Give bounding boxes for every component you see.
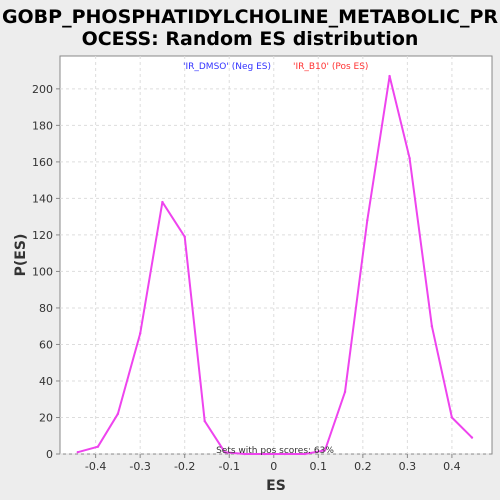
data-point — [161, 201, 163, 203]
x-tick-label: -0.1 — [219, 460, 240, 473]
x-tick-label: 0.1 — [310, 460, 328, 473]
y-tick-label: 0 — [46, 448, 53, 461]
data-point — [366, 219, 368, 221]
data-point — [471, 436, 473, 438]
x-tick-label: 0 — [270, 460, 277, 473]
y-tick-label: 80 — [39, 302, 53, 315]
data-point — [408, 157, 410, 159]
plot-area — [60, 56, 492, 454]
data-point — [97, 445, 99, 447]
x-tick-label: -0.4 — [85, 460, 106, 473]
y-tick-label: 60 — [39, 338, 53, 351]
y-tick-label: 40 — [39, 375, 53, 388]
x-tick-label: -0.3 — [129, 460, 150, 473]
data-point — [431, 325, 433, 327]
legend-entry-pos: 'IR_B10' (Pos ES) — [293, 62, 368, 72]
x-tick-label: 0.2 — [354, 460, 372, 473]
x-axis-title: ES — [266, 478, 286, 494]
y-tick-label: 140 — [32, 192, 53, 205]
data-point — [139, 332, 141, 334]
data-point — [451, 416, 453, 418]
data-point — [344, 391, 346, 393]
chart-title-line-2: OCESS: Random ES distribution — [82, 28, 419, 50]
y-tick-label: 200 — [32, 83, 53, 96]
x-tick-label: -0.2 — [174, 460, 195, 473]
y-axis-title: P(ES) — [13, 234, 29, 277]
data-point — [117, 413, 119, 415]
chart-title-line-1: GOBP_PHOSPHATIDYLCHOLINE_METABOLIC_PR — [2, 6, 498, 28]
y-tick-label: 120 — [32, 229, 53, 242]
legend-entry-neg: 'IR_DMSO' (Neg ES) — [183, 62, 271, 72]
y-tick-label: 20 — [39, 411, 53, 424]
x-tick-label: 0.3 — [399, 460, 417, 473]
y-tick-label: 100 — [32, 265, 53, 278]
x-tick-label: 0.4 — [443, 460, 461, 473]
data-point — [388, 75, 390, 77]
data-point — [184, 236, 186, 238]
data-point — [204, 420, 206, 422]
y-tick-label: 160 — [32, 156, 53, 169]
y-tick-label: 180 — [32, 119, 53, 132]
data-point — [77, 451, 79, 453]
pos-scores-annotation: Sets with pos scores: 63% — [216, 446, 334, 456]
